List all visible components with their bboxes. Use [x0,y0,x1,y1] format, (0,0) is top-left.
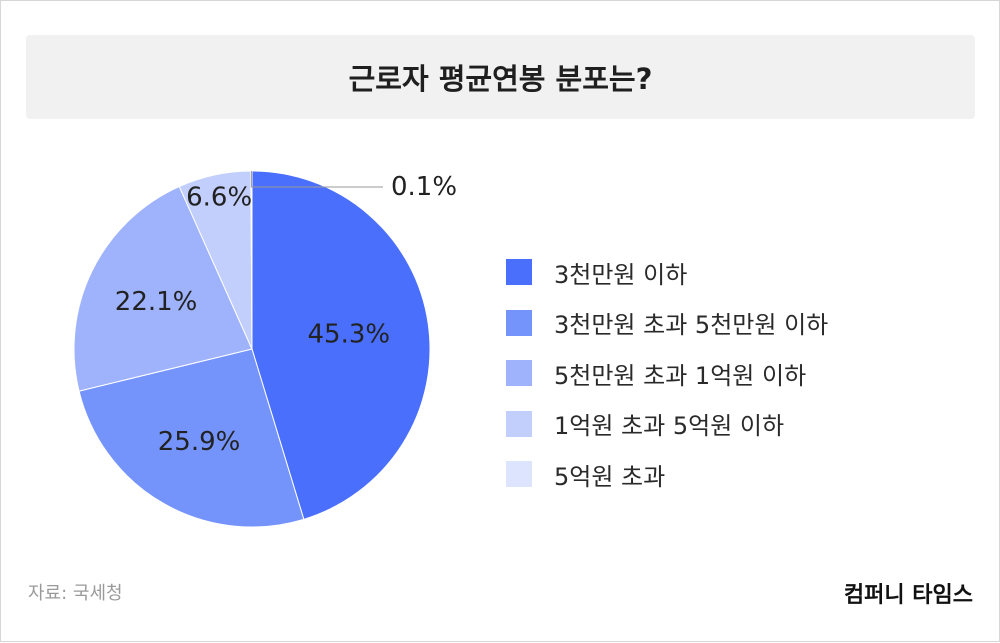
pie-slice [78,348,305,528]
legend-item: 1억원 초과 5억원 이하 [506,399,828,450]
slice-label: 25.9% [158,427,241,457]
chart-title: 근로자 평균연봉 분포는? [348,62,653,96]
legend-label: 5억원 초과 [554,462,666,491]
legend-swatch [506,360,532,387]
legend-swatch [506,259,532,286]
brand-logo: 컴퍼니 타임스 [843,583,973,608]
legend-label: 1억원 초과 5억원 이하 [554,412,785,441]
legend-item: 5천만원 초과 1억원 이하 [506,348,828,399]
legend-swatch [506,461,532,488]
slice-label: 6.6% [186,183,252,213]
legend-item: 5억원 초과 [506,449,828,500]
legend-label: 3천만원 이하 [554,260,688,289]
slice-label: 22.1% [115,287,198,317]
legend-swatch [506,309,532,336]
slice-label: 45.3% [308,320,391,350]
legend-item: 3천만원 초과 5천만원 이하 [506,298,828,349]
legend: 3천만원 이하 3천만원 초과 5천만원 이하 5천만원 초과 1억원 이하 1억원 … [506,247,828,500]
title-bar: 근로자 평균연봉 분포는? [26,35,975,119]
legend-swatch [506,410,532,437]
source-note: 자료: 국세청 [28,583,123,604]
legend-label: 5천만원 초과 1억원 이하 [554,361,807,390]
leader-line [250,171,383,188]
legend-item: 3천만원 이하 [506,247,828,298]
pie-slice [251,170,431,520]
legend-label: 3천만원 초과 5천만원 이하 [554,311,829,340]
pie-slice [73,185,253,392]
slice-label: 0.1% [391,172,457,202]
